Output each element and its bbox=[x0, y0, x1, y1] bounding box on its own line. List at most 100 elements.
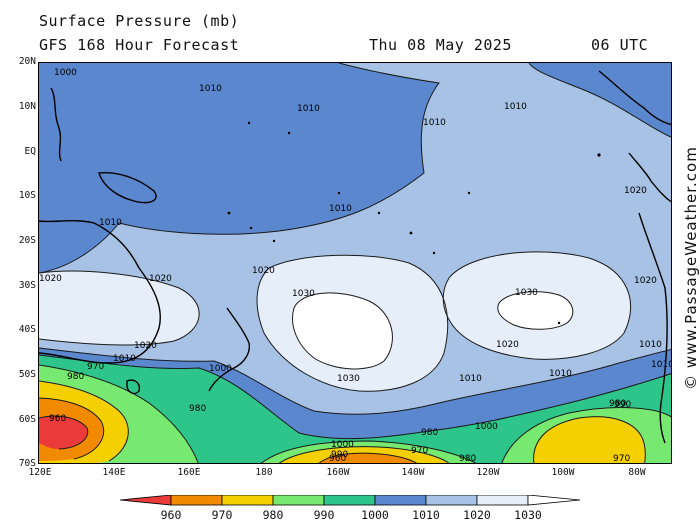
contour-label: 1010 bbox=[199, 84, 222, 94]
contour-label: 1010 bbox=[459, 374, 482, 384]
lon-tick: 160W bbox=[326, 467, 350, 478]
lon-tick: 160E bbox=[177, 467, 201, 478]
isobar-980-east bbox=[533, 416, 646, 463]
legend-left-arrow bbox=[119, 495, 172, 506]
isobar-1030-central bbox=[256, 254, 449, 392]
island bbox=[557, 321, 561, 325]
contour-label: 1030 bbox=[337, 374, 360, 384]
contour-label: 1020 bbox=[624, 186, 647, 196]
legend-level: 1020 bbox=[463, 508, 491, 522]
field-960 bbox=[39, 416, 88, 449]
pressure-map: 1000 1010 1010 1010 1010 1010 1020 1020 … bbox=[38, 62, 672, 464]
legend-swatch bbox=[374, 495, 427, 506]
contour-label: 980 bbox=[609, 399, 626, 409]
legend-level: 980 bbox=[263, 508, 284, 522]
isobar-1030-west bbox=[39, 270, 200, 346]
contour-label: 1010 bbox=[297, 104, 320, 114]
map-title: Surface Pressure (mb) bbox=[39, 12, 240, 30]
contour-label: 1000 bbox=[475, 422, 498, 432]
field-980-east bbox=[533, 416, 646, 463]
coastline-tasmania bbox=[126, 379, 141, 395]
legend-swatch bbox=[170, 495, 223, 506]
contour-label: 1020 bbox=[252, 266, 275, 276]
isobar-1030-east bbox=[442, 251, 632, 360]
legend-right-arrow bbox=[527, 495, 581, 506]
lat-tick: 20S bbox=[18, 235, 36, 246]
contour-label: 990 bbox=[614, 400, 631, 410]
legend-swatch bbox=[323, 495, 376, 506]
forecast-date: Thu 08 May 2025 bbox=[369, 36, 512, 54]
lat-tick: 70S bbox=[18, 458, 36, 469]
contour-label: 1010 bbox=[99, 218, 122, 228]
coastline-new-zealand bbox=[208, 307, 251, 392]
contour-label: 980 bbox=[67, 372, 84, 382]
lon-tick: 120E bbox=[28, 467, 52, 478]
contour-label: 970 bbox=[87, 362, 104, 372]
legend-level: 990 bbox=[314, 508, 335, 522]
legend-level: 970 bbox=[212, 508, 233, 522]
contour-label: 970 bbox=[613, 454, 630, 464]
island bbox=[287, 131, 291, 135]
island bbox=[227, 211, 231, 215]
field-1010-northeast bbox=[529, 63, 671, 138]
contour-label: 1000 bbox=[54, 68, 77, 78]
lon-tick: 80W bbox=[628, 467, 646, 478]
forecast-time: 06 UTC bbox=[591, 36, 649, 54]
field-1040-central-core bbox=[292, 292, 393, 369]
island bbox=[377, 211, 381, 215]
contour-label: 1020 bbox=[634, 276, 657, 286]
legend-swatch bbox=[476, 495, 529, 506]
contour-label: 1000 bbox=[209, 364, 232, 374]
contour-label: 970 bbox=[411, 446, 428, 456]
contour-label: 980 bbox=[189, 404, 206, 414]
lon-tick: 120W bbox=[476, 467, 500, 478]
contour-label: 990 bbox=[331, 450, 348, 460]
coastline-philippines bbox=[50, 87, 62, 162]
coastline-central-america bbox=[628, 152, 671, 203]
lat-tick: 40S bbox=[18, 324, 36, 335]
contour-label: 1020 bbox=[496, 340, 519, 350]
isobar-1010-northeast bbox=[528, 63, 671, 138]
isobar-990-central bbox=[260, 440, 477, 463]
contour-label: 980 bbox=[459, 454, 476, 464]
lat-tick: 20N bbox=[18, 56, 36, 67]
contour-label: 1020 bbox=[39, 274, 62, 284]
coastline-australia bbox=[39, 219, 161, 364]
lon-tick: 180 bbox=[255, 467, 273, 478]
contour-label: 1020 bbox=[149, 274, 172, 284]
lat-tick: 50S bbox=[18, 369, 36, 380]
contour-label: 960 bbox=[49, 414, 66, 424]
island bbox=[467, 191, 471, 195]
pacific-islands bbox=[227, 121, 601, 325]
isobar-970-central bbox=[318, 452, 418, 463]
island bbox=[337, 191, 341, 195]
contour-label: 1010 bbox=[639, 340, 662, 350]
contour-label: 1010 bbox=[423, 118, 446, 128]
field-1000 bbox=[39, 355, 671, 463]
legend-level: 1030 bbox=[514, 508, 542, 522]
island bbox=[247, 121, 251, 125]
legend-level: 1000 bbox=[361, 508, 389, 522]
field-1040-east-core bbox=[497, 291, 573, 330]
contour-label: 1010 bbox=[329, 204, 352, 214]
legend-level: 1010 bbox=[412, 508, 440, 522]
island bbox=[249, 226, 253, 230]
isobar-990 bbox=[39, 364, 199, 463]
contour-label: 1000 bbox=[331, 440, 354, 450]
contour-label: 960 bbox=[329, 454, 346, 464]
pressure-legend: 960 970 980 990 1000 1010 1020 1030 bbox=[119, 495, 581, 522]
contour-label: 1010 bbox=[549, 369, 572, 379]
island bbox=[409, 231, 413, 235]
coastline-new-guinea bbox=[98, 172, 157, 204]
isobar-1000 bbox=[39, 354, 671, 440]
legend-swatch bbox=[425, 495, 478, 506]
lat-tick: 10S bbox=[18, 190, 36, 201]
lat-tick: 10N bbox=[18, 101, 36, 112]
isobar-980-central bbox=[279, 446, 450, 463]
lon-tick: 140E bbox=[102, 467, 126, 478]
forecast-label: GFS 168 Hour Forecast bbox=[39, 36, 240, 54]
contour-label: 1010 bbox=[651, 360, 672, 370]
contour-label: 1010 bbox=[113, 354, 136, 364]
watermark-text: © www.PassageWeather.com bbox=[682, 146, 700, 390]
lon-tick: 140W bbox=[401, 467, 425, 478]
